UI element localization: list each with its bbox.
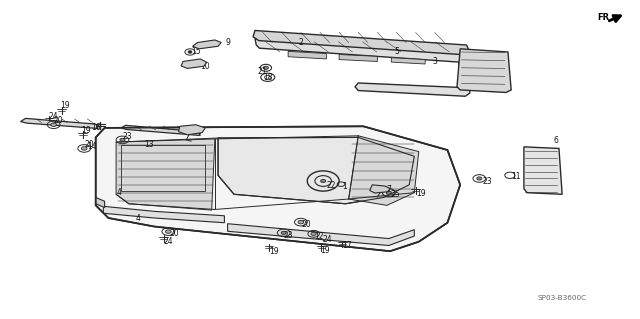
Polygon shape (370, 185, 390, 193)
Polygon shape (349, 136, 419, 205)
Ellipse shape (166, 230, 172, 233)
Polygon shape (121, 125, 200, 136)
Text: 20: 20 (54, 116, 63, 125)
Text: 17: 17 (342, 241, 352, 250)
Text: 6: 6 (554, 136, 558, 145)
Polygon shape (392, 58, 425, 64)
Text: 19: 19 (269, 247, 279, 256)
Polygon shape (193, 40, 221, 49)
Text: 19: 19 (416, 189, 426, 198)
Text: 19: 19 (60, 100, 70, 110)
Polygon shape (288, 51, 326, 59)
Ellipse shape (321, 179, 326, 182)
Text: 16: 16 (91, 123, 100, 132)
Polygon shape (116, 139, 215, 210)
Polygon shape (179, 125, 205, 135)
Text: 4: 4 (136, 213, 141, 222)
Text: 24: 24 (49, 112, 58, 121)
Ellipse shape (188, 51, 192, 53)
Text: SP03-B3600C: SP03-B3600C (538, 295, 587, 301)
Text: 13: 13 (145, 140, 154, 149)
Text: 18: 18 (263, 73, 273, 82)
Text: 23: 23 (284, 231, 293, 240)
Text: 24: 24 (323, 235, 332, 244)
Ellipse shape (477, 177, 482, 180)
Text: 11: 11 (511, 172, 521, 182)
Polygon shape (103, 206, 225, 223)
Ellipse shape (120, 138, 125, 141)
Polygon shape (339, 55, 378, 62)
Text: 20: 20 (301, 220, 311, 229)
Polygon shape (218, 137, 414, 204)
Text: 10: 10 (200, 62, 210, 71)
Text: 1: 1 (342, 182, 347, 191)
Text: 14: 14 (88, 142, 97, 151)
Text: 8: 8 (196, 127, 202, 136)
Ellipse shape (298, 220, 304, 224)
Text: 24: 24 (164, 237, 173, 246)
Text: 3: 3 (432, 57, 437, 66)
Text: 20: 20 (170, 229, 180, 238)
Text: 5: 5 (394, 48, 399, 56)
Text: 23: 23 (482, 176, 492, 186)
Ellipse shape (81, 147, 87, 150)
Polygon shape (228, 224, 414, 246)
Ellipse shape (311, 232, 316, 235)
Polygon shape (255, 39, 472, 96)
Text: 21: 21 (258, 67, 268, 76)
Polygon shape (96, 126, 460, 251)
Text: 22: 22 (327, 181, 336, 190)
Ellipse shape (281, 231, 286, 234)
Text: 20: 20 (84, 140, 94, 149)
Ellipse shape (51, 123, 56, 126)
Polygon shape (457, 49, 511, 93)
Text: 7: 7 (387, 185, 391, 194)
Text: 12: 12 (314, 232, 323, 241)
Ellipse shape (263, 66, 268, 69)
Text: 2: 2 (298, 38, 303, 47)
Text: 19: 19 (81, 126, 91, 135)
Text: 25: 25 (390, 190, 400, 199)
Text: 19: 19 (320, 246, 330, 255)
Polygon shape (20, 118, 99, 129)
Text: 15: 15 (191, 48, 200, 56)
Text: 23: 23 (123, 132, 132, 141)
Text: FR.: FR. (598, 13, 613, 22)
Text: 4: 4 (117, 188, 122, 197)
Polygon shape (96, 197, 104, 208)
Ellipse shape (387, 191, 392, 194)
Polygon shape (524, 147, 562, 194)
Polygon shape (181, 59, 207, 69)
Text: 9: 9 (225, 38, 230, 47)
Polygon shape (253, 31, 470, 55)
